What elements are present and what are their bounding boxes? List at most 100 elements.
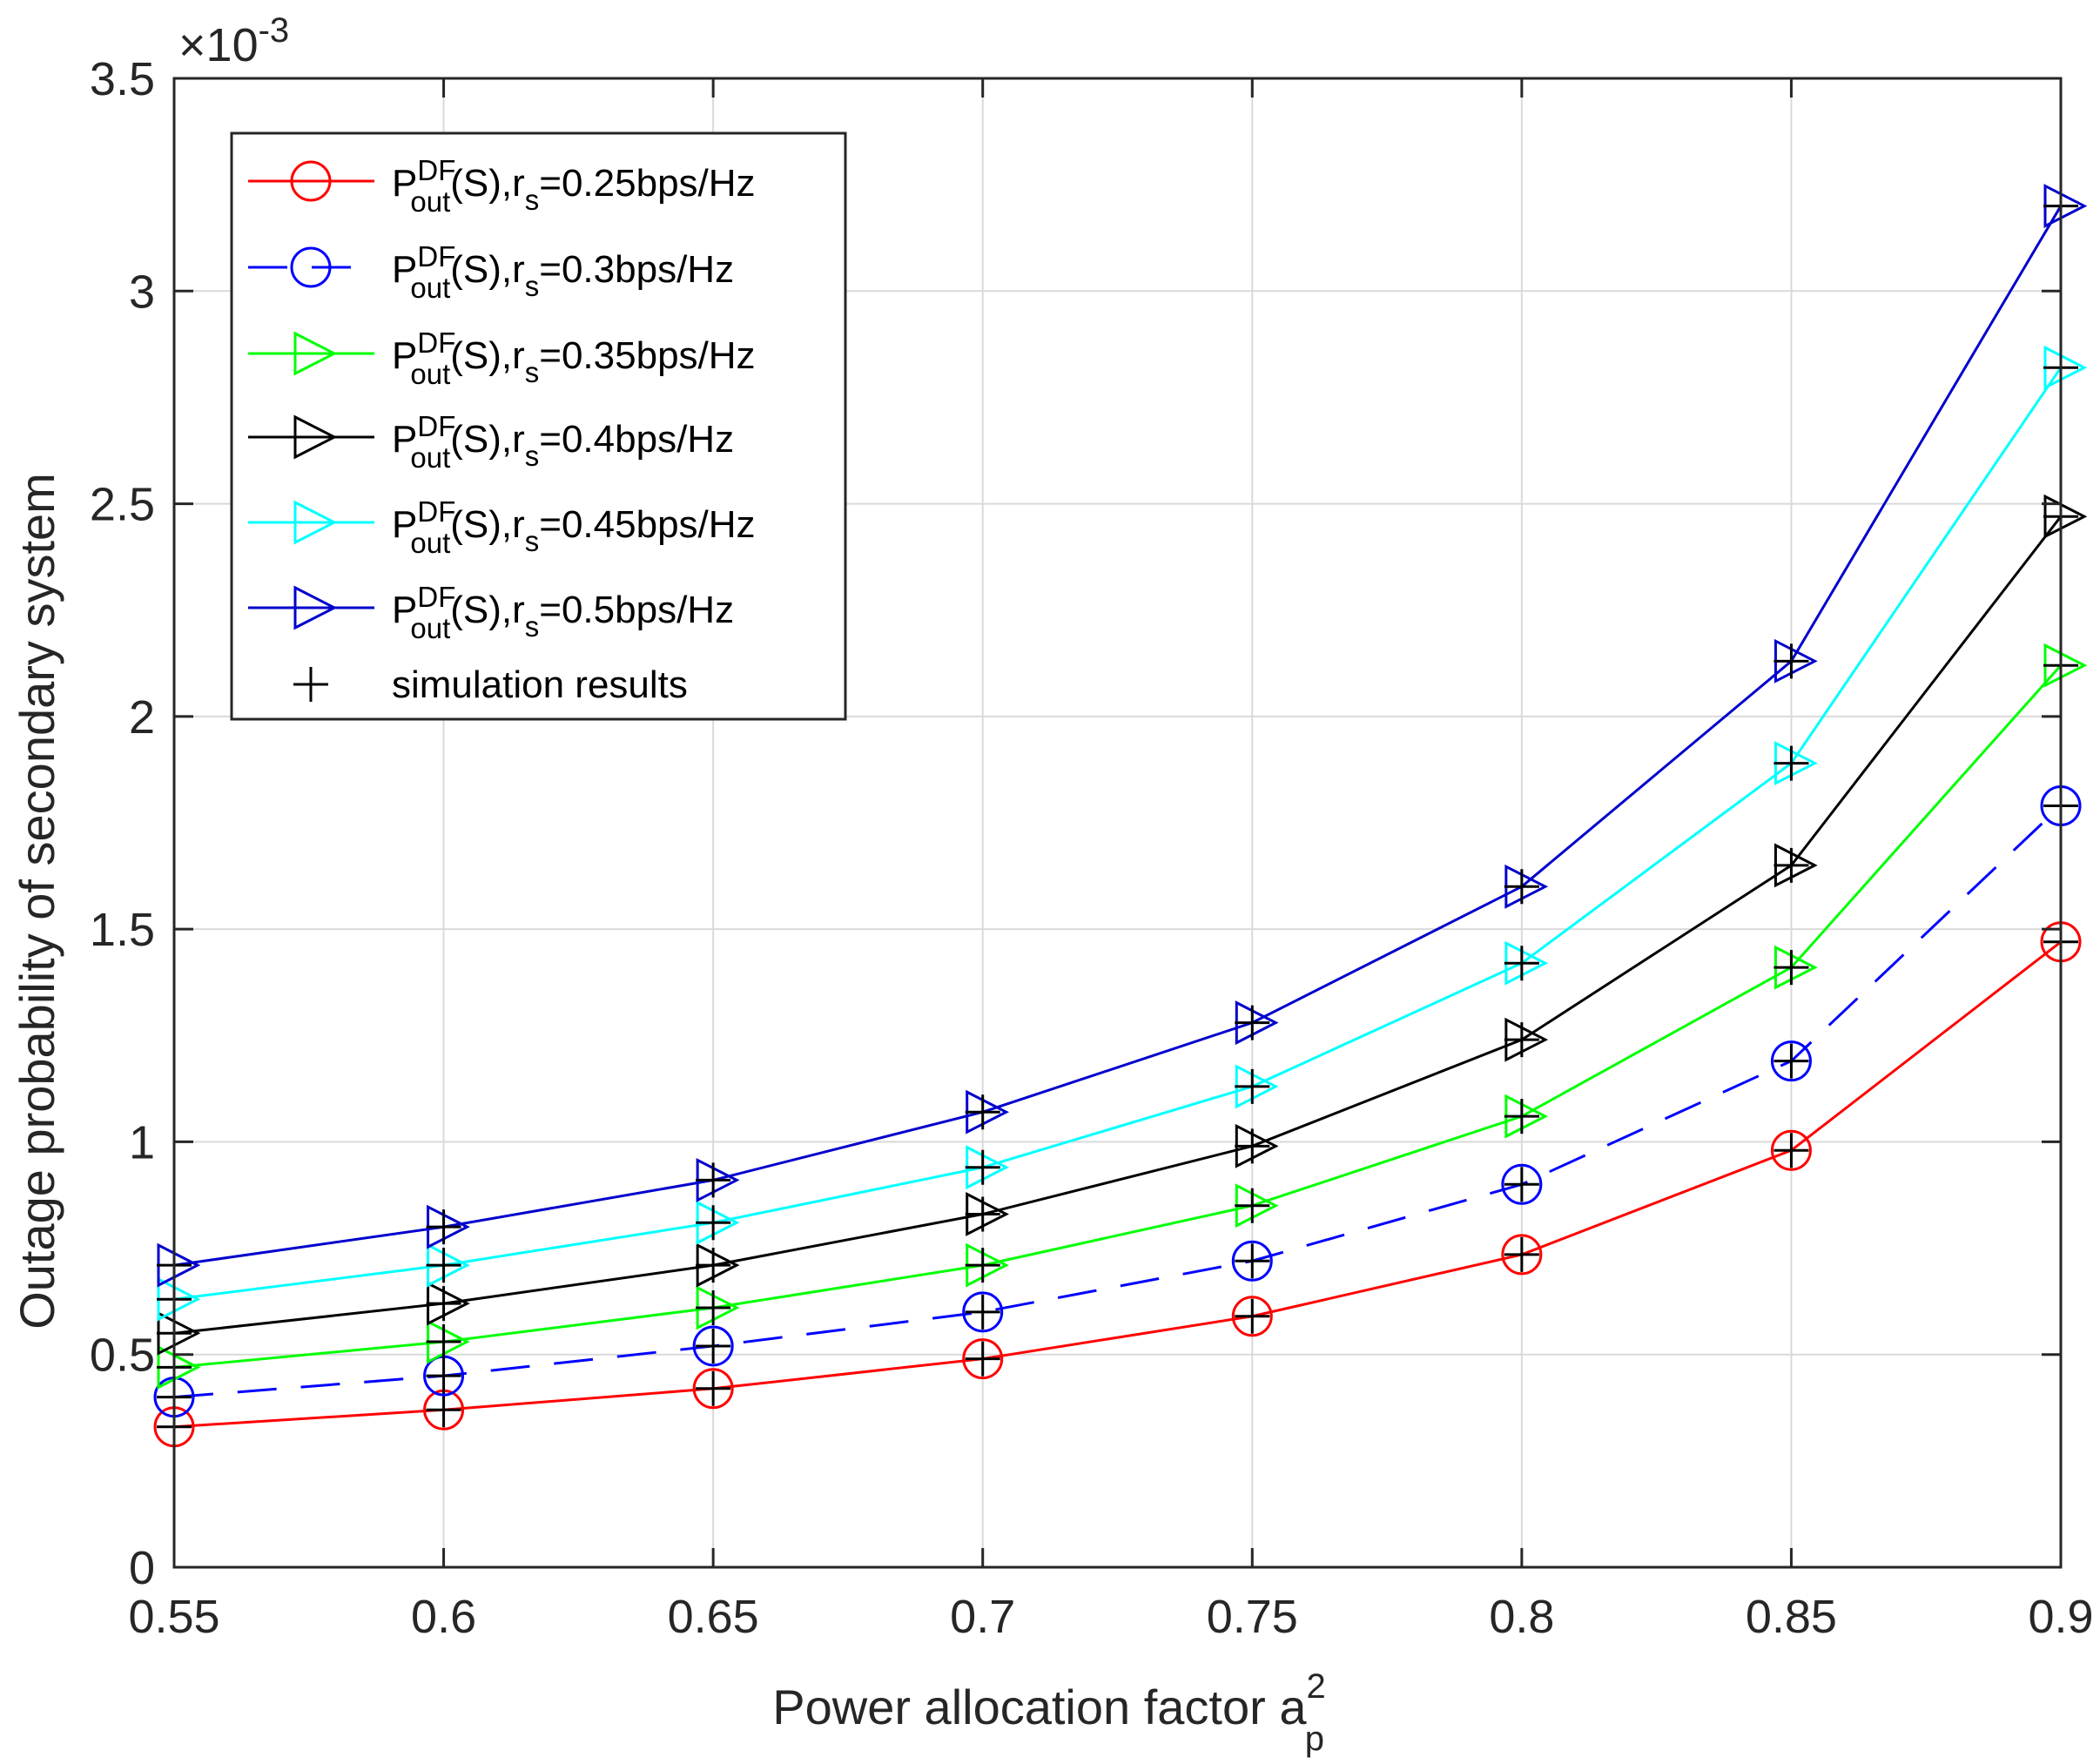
simulation-point-marker [1504,946,1539,981]
data-point-marker [1231,1296,1273,1337]
simulation-point-marker [1504,869,1539,905]
legend-sample-marker-3 [293,414,338,460]
simulation-point-marker [426,1209,461,1245]
y-exponent-power: -3 [259,11,290,50]
simulation-point-marker [1774,745,1809,781]
simulation-point-marker [426,1392,461,1428]
simulation-point-marker [965,1094,1000,1130]
axis-ticks [172,77,2063,1569]
data-point-marker [962,1338,1004,1380]
x-tick-label: 0.9 [2028,1591,2093,1643]
data-point-marker [1501,1234,1543,1276]
plot-area-frame [172,77,2063,1569]
legend-samples [248,160,374,702]
legend-label-rs-0.35: PDF out(S),rs=0.35bps/Hz [392,327,756,390]
x-tick-label: 0.6 [411,1591,476,1643]
x-tick-label: 0.85 [1746,1591,1837,1643]
x-tick-label: 0.75 [1207,1591,1298,1643]
simulation-point-marker [1504,1099,1539,1134]
data-point-marker [1231,1240,1273,1282]
simulation-point-marker [1235,1188,1270,1223]
legend-label-rs-0.4: PDF out(S),rs=0.4bps/Hz [392,410,734,474]
series-5 [157,184,2088,1288]
simulation-point-marker [426,1248,461,1283]
simulation-point-marker [1504,1022,1539,1058]
x-axis-title-superscript: 2 [1306,1667,1325,1706]
simulation-point-marker [1774,847,1809,883]
simulation-point-marker [696,1328,731,1363]
y-tick-label: 2 [129,691,155,744]
simulation-point-marker [1235,1005,1270,1040]
data-point-marker [692,1368,734,1410]
legend-sample-marker-1 [290,246,332,288]
x-axis-title: Power allocation factor a2 p [772,1667,1325,1758]
series-line-4 [173,367,2063,1301]
legend: PDF out(S),rs=0.25bps/Hz PDF out(S),rs=0.3… [230,131,847,721]
data-point-marker [692,1325,734,1367]
legend-label-rs-0.5: PDF out(S),rs=0.5bps/Hz [392,581,734,644]
series-line-2 [173,664,2063,1369]
x-tick-label: 0.55 [128,1591,219,1643]
x-tick-labels: 0.55 0.6 0.65 0.7 0.75 0.8 0.85 0.9 [128,1591,2093,1643]
series-line-3 [173,515,2063,1335]
x-axis-title-subscript: p [1305,1720,1324,1758]
legend-label-rs-0.3: PDF out(S),rs=0.3bps/Hz [392,240,734,304]
legend-box [230,131,847,721]
simulation-point-marker [965,1149,1000,1185]
y-tick-label: 0 [129,1542,155,1594]
legend-sample-marker-2 [293,331,338,376]
series-line-0 [173,940,2062,1429]
y-tick-labels: 0 0.5 1 1.5 2 2.5 3 3.5 [90,53,155,1594]
y-tick-label: 0.5 [90,1330,155,1382]
legend-sample-marker-simulation [293,667,328,702]
legend-label-rs-0.25: PDF out(S),rs=0.25bps/Hz [392,154,756,218]
simulation-point-marker [1235,1243,1270,1279]
simulation-point-marker [1774,950,1809,986]
y-exponent-label: ×10-3 [178,11,289,71]
simulation-point-marker [426,1358,461,1394]
simulation-point-marker [696,1289,731,1325]
simulation-point-marker [965,1294,1000,1330]
legend-sample-marker-0 [290,160,332,202]
x-tick-label: 0.8 [1489,1591,1554,1643]
x-axis-title-main: Power allocation factor a [772,1680,1307,1734]
y-tick-label: 1 [129,1116,155,1168]
y-tick-label: 3.5 [90,53,155,105]
simulation-point-marker [1235,1298,1270,1334]
x-tick-label: 0.7 [950,1591,1015,1643]
simulation-point-marker [696,1248,731,1283]
y-axis-title: Outage probability of secondary system [10,473,64,1330]
simulation-point-marker [1235,1068,1270,1104]
simulation-point-marker [965,1248,1000,1283]
data-point-marker [1770,1040,1812,1082]
series-line-5 [173,205,2063,1267]
simulation-point-marker [696,1205,731,1241]
simulation-point-marker [965,1196,1000,1232]
simulation-point-marker [1504,1167,1539,1202]
simulation-point-marker [426,1324,461,1360]
simulation-point-marker [965,1341,1000,1377]
simulation-point-marker [696,1162,731,1198]
simulation-point-marker [426,1286,461,1322]
simulation-point-marker [1774,1043,1809,1079]
y-exponent-base: ×10 [178,19,259,71]
data-point-marker [1770,1129,1812,1171]
simulation-point-marker [1774,643,1809,679]
simulation-point-marker [1235,1128,1270,1164]
y-tick-label: 2.5 [90,479,155,531]
y-tick-label: 3 [129,266,155,318]
simulation-point-marker [1774,1133,1809,1168]
data-point-marker [1501,1163,1543,1205]
series-1 [153,784,2082,1418]
series-line-1 [173,805,2063,1399]
y-tick-label: 1.5 [90,904,155,956]
legend-sample-marker-5 [293,585,338,630]
series-2 [157,643,2088,1390]
simulation-point-marker [696,1370,731,1406]
simulation-point-marker [1504,1236,1539,1272]
data-point-marker [962,1291,1004,1333]
legend-sample-marker-4 [293,500,338,545]
legend-label-simulation-results: simulation results [392,663,688,706]
legend-label-rs-0.45: PDF out(S),rs=0.45bps/Hz [392,495,756,559]
